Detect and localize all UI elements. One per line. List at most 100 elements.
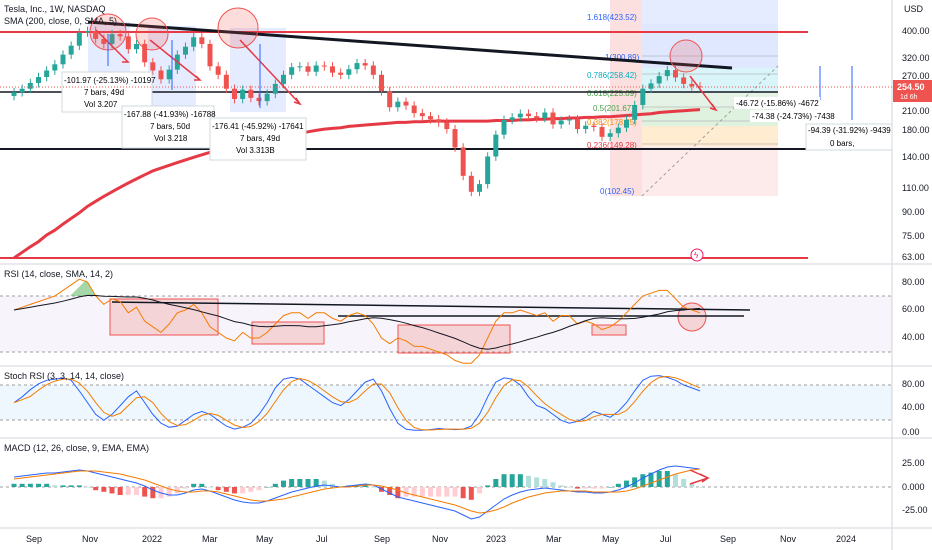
price-badge-countdown: 1d 6h: [900, 94, 918, 101]
candle-body: [142, 43, 148, 63]
time-axis-label: Jul: [660, 534, 672, 544]
candle-body: [452, 129, 458, 148]
time-axis-label: May: [256, 534, 274, 544]
fib-level-label: 0.786(258.42): [587, 71, 637, 80]
measure-arrows: [107, 34, 853, 120]
candle-body: [207, 43, 213, 67]
candle-body: [566, 119, 572, 121]
candle-body: [526, 113, 531, 117]
sma200-line: [13, 108, 701, 260]
macd-bar: [681, 479, 687, 487]
fib-zone-786: [642, 68, 778, 92]
candle-body: [305, 66, 311, 72]
candle-body: [493, 134, 499, 157]
measure-label: Vol 3.207: [84, 100, 118, 109]
price-axis-label: 110.00: [902, 183, 929, 193]
macd-bar: [215, 487, 221, 491]
chart-title: Tesla, Inc., 1W, NASDAQ: [4, 4, 106, 14]
macd-bar: [85, 487, 90, 488]
fib-level-label: 0.5(201.67): [593, 104, 634, 113]
candle-body: [199, 37, 205, 44]
rsi-highlight-circle[interactable]: [677, 302, 707, 332]
macd-axis-label: 0.000: [902, 482, 925, 492]
rsi-axis[interactable]: 80.00 60.00 40.00: [902, 277, 925, 342]
macd-bar: [640, 474, 646, 487]
sma-legend: SMA (200, close, 0, SMA, 5): [4, 16, 117, 26]
event-marker-icon[interactable]: [690, 248, 704, 262]
candle-body: [125, 36, 131, 50]
stoch-axis-label: 40.00: [902, 402, 925, 412]
time-axis-label: 2022: [142, 534, 162, 544]
macd-bar: [624, 480, 629, 487]
candle-body: [436, 119, 442, 123]
candle-body: [419, 113, 425, 117]
descending-trendline[interactable]: [87, 20, 733, 70]
candle-body: [607, 133, 613, 137]
measure-label: 7 bars, 49d: [240, 134, 280, 143]
highlight-circle[interactable]: [217, 7, 259, 49]
candle-body: [36, 77, 41, 83]
macd-bar: [615, 483, 621, 487]
macd-bar: [19, 483, 25, 487]
time-axis-label: Sep: [720, 534, 736, 544]
measure-label: -176.41 (-45.92%) -17641: [212, 122, 304, 131]
macd-bar: [11, 483, 17, 487]
measure-label: 7 bars, 50d: [150, 122, 190, 131]
macd-bar: [264, 487, 270, 488]
candle-body: [272, 83, 278, 94]
candle-body: [232, 88, 237, 99]
macd-bar: [656, 471, 662, 487]
candle-body: [27, 82, 33, 89]
macd-bar: [370, 487, 376, 488]
time-axis-label: Nov: [82, 534, 99, 544]
candle-body: [215, 66, 221, 75]
macd-bar: [289, 479, 295, 487]
stoch-d-line: [13, 375, 701, 431]
candle-body: [134, 43, 139, 50]
time-axis-label: Nov: [780, 534, 797, 544]
rsi-divergence-box[interactable]: [251, 321, 325, 345]
macd-bar: [330, 483, 335, 487]
price-badge: [893, 80, 932, 102]
candle-body: [550, 112, 556, 125]
rsi-axis-label: 60.00: [902, 304, 925, 314]
macd-bar: [428, 487, 433, 497]
macd-bar: [223, 487, 229, 492]
fib-zone-382: [642, 126, 778, 146]
fib-level-label: 0.236(149.28): [587, 141, 637, 150]
time-axis-label: May: [602, 534, 620, 544]
macd-bar: [403, 487, 409, 497]
rsi-trendline[interactable]: [111, 301, 751, 311]
price-axis-label: 400.00: [902, 26, 930, 36]
stoch-axis-label: 0.00: [902, 427, 920, 437]
stoch-axis[interactable]: 80.00 40.00 0.00: [902, 379, 925, 437]
price-axis-label: 75.00: [902, 231, 925, 241]
macd-bar: [207, 487, 213, 488]
macd-axis[interactable]: 25.00 0.000 -25.00: [902, 458, 928, 515]
time-axis[interactable]: Sep Nov 2022 Mar May Jul Sep Nov 2023 Mar May Jul Se…: [26, 534, 856, 544]
stoch-k-line: [13, 375, 701, 431]
macd-bar: [166, 487, 172, 497]
candle-body: [477, 184, 482, 192]
candle-body: [444, 122, 450, 130]
candle-body: [542, 112, 548, 118]
macd-legend: MACD (12, 26, close, 9, EMA, EMA): [4, 443, 149, 453]
price-axis-label: 140.00: [902, 152, 930, 162]
rsi-divergence-box[interactable]: [591, 324, 627, 336]
highlight-circle[interactable]: [669, 39, 703, 73]
rsi-ma-line: [13, 294, 701, 350]
measure-label-box: [61, 71, 153, 113]
macd-bar: [477, 487, 482, 494]
macd-bar: [673, 474, 678, 487]
highlight-circle[interactable]: [135, 17, 169, 51]
macd-bar: [68, 485, 74, 487]
candle-body: [281, 74, 286, 84]
macd-bar: [93, 487, 99, 491]
macd-bar: [142, 487, 148, 497]
candle-body: [615, 127, 621, 134]
macd-bar: [60, 485, 66, 487]
rsi-overbought-fill: [70, 280, 96, 296]
macd-bar: [501, 474, 507, 487]
macd-axis-label: 25.00: [902, 458, 925, 468]
